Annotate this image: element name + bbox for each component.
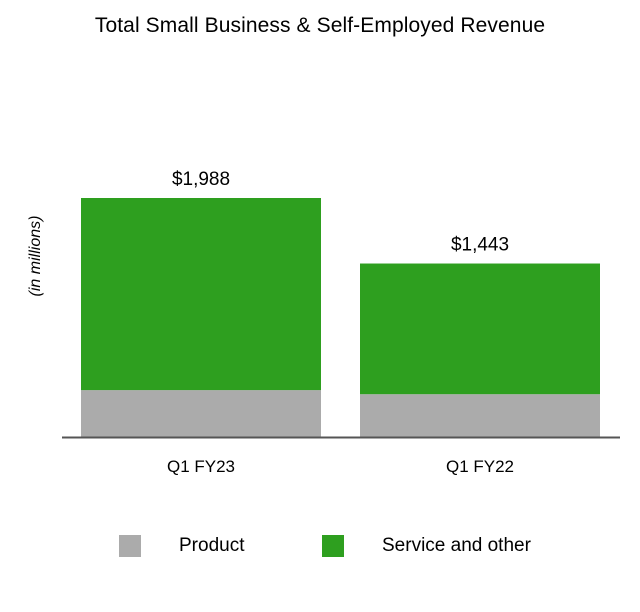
legend-swatch-product — [119, 535, 141, 557]
data-label-q1-fy22: $1,443 — [451, 235, 509, 256]
legend-item-service: Service and other — [322, 535, 531, 557]
bar-service-q1-fy22 — [360, 263, 600, 395]
legend-swatch-service — [322, 535, 344, 557]
legend: Product Service and other — [0, 535, 640, 563]
data-label-q1-fy23: $1,988 — [172, 169, 230, 190]
bar-service-q1-fy23 — [81, 198, 321, 391]
legend-label-product: Product — [179, 535, 245, 556]
legend-item-product: Product — [119, 535, 244, 557]
legend-label-service: Service and other — [382, 535, 531, 556]
bar-product-q1-fy22 — [360, 394, 600, 437]
bar-product-q1-fy23 — [81, 390, 321, 437]
x-tick-label-q1-fy23: Q1 FY23 — [167, 457, 235, 476]
x-tick-label-q1-fy22: Q1 FY22 — [446, 457, 514, 476]
chart-title: Total Small Business & Self-Employed Rev… — [94, 14, 546, 37]
